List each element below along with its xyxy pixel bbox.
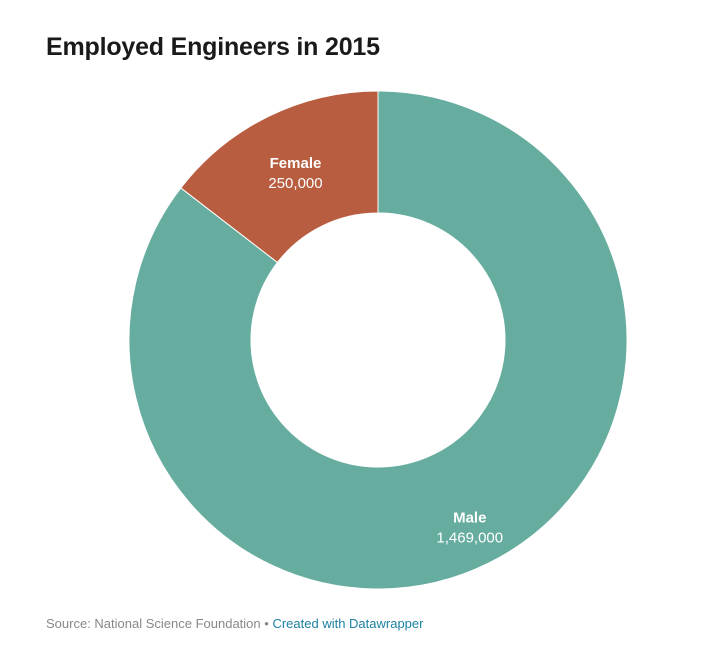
datawrapper-credit-link[interactable]: Created with Datawrapper <box>272 616 424 631</box>
chart-footer: Source: National Science Foundation • Cr… <box>46 616 423 631</box>
slice-value-male: 1,469,000 <box>436 530 503 547</box>
slice-label-female: Female <box>270 155 322 172</box>
footer-separator: • <box>264 616 269 631</box>
donut-slices <box>128 90 628 590</box>
donut-labels: Male 1,469,000 Female 250,000 <box>268 155 503 546</box>
chart-title: Employed Engineers in 2015 <box>46 33 380 61</box>
source-note: Source: National Science Foundation <box>46 616 261 631</box>
slice-label-male: Male <box>453 510 486 527</box>
slice-female <box>180 90 379 264</box>
slice-male <box>128 90 628 590</box>
slice-value-female: 250,000 <box>268 175 322 192</box>
